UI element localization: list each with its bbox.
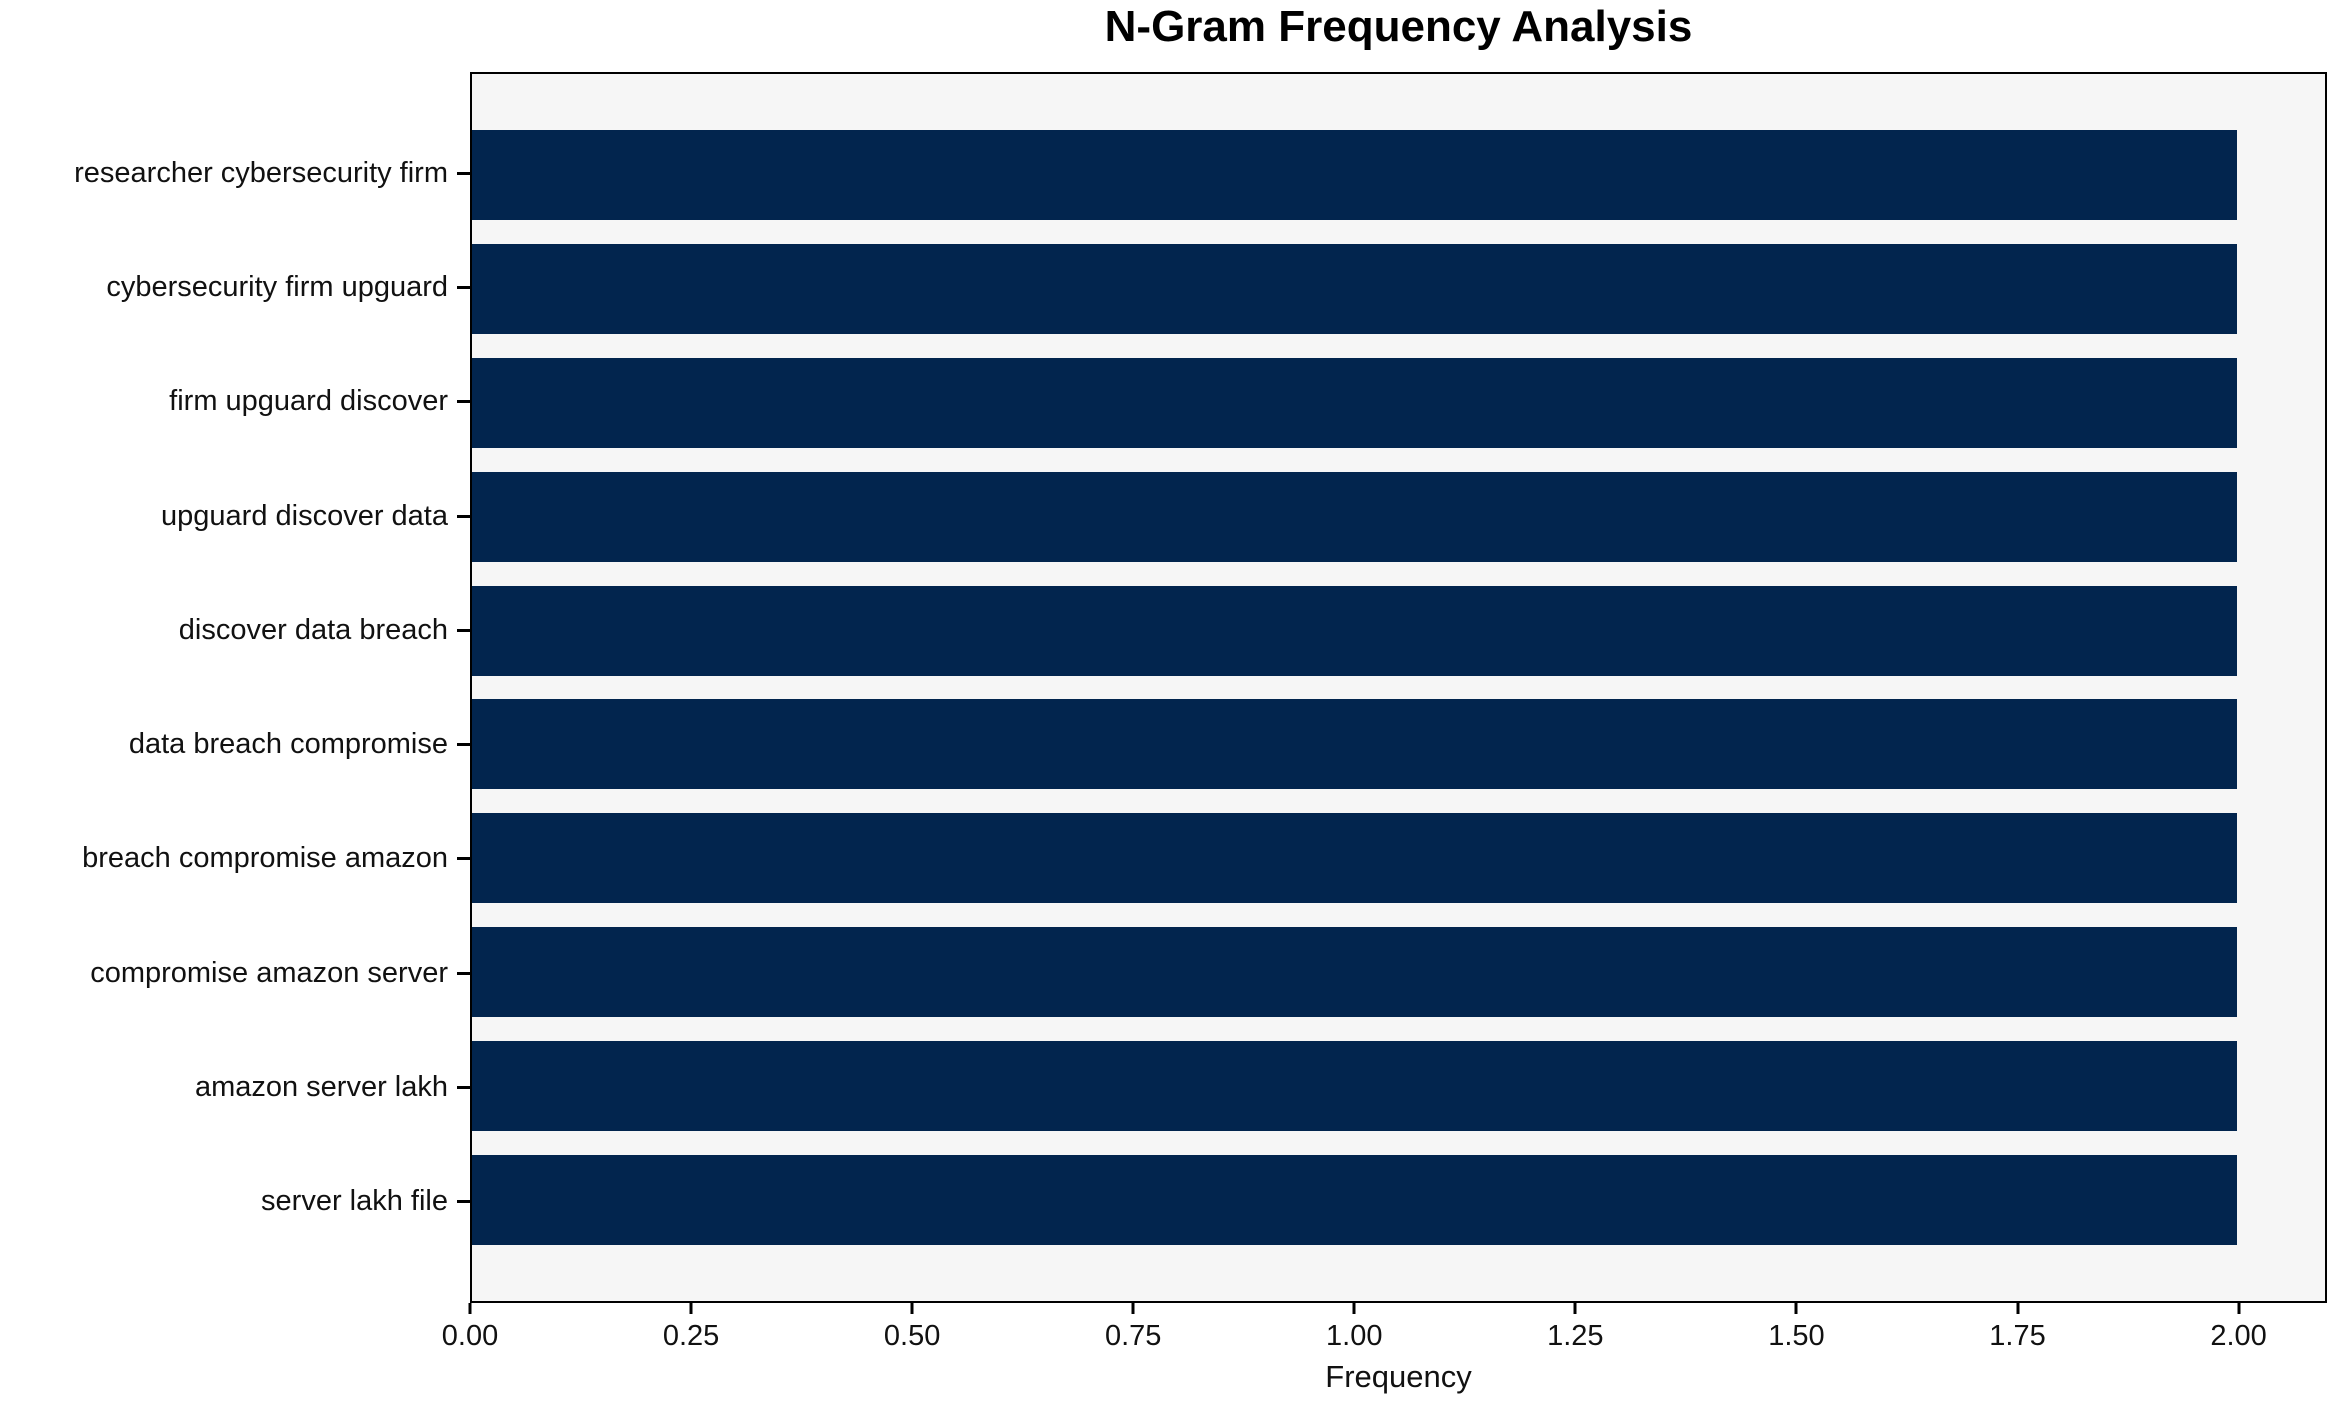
x-tick-label: 1.00 [1326, 1320, 1383, 1352]
y-tick-label: amazon server lakh [194, 1071, 448, 1104]
y-tick-mark [457, 514, 470, 518]
bar [472, 927, 2237, 1018]
x-axis: 0.00 0.25 0.50 0.75 1.00 1.25 1.50 1.75 2.00 [442, 1303, 2327, 1363]
x-tick-label: 0.00 [441, 1320, 499, 1352]
bar [472, 699, 2237, 790]
x-axis-label: Frequency [1325, 1359, 1472, 1394]
y-tick-label: firm upguard discover [169, 385, 448, 418]
y-tick-label: cybersecurity firm upguard [106, 270, 448, 303]
bar-row [472, 1029, 2325, 1143]
y-tick-label: breach compromise amazon [82, 842, 448, 875]
x-tick-mark [1352, 1303, 1356, 1314]
y-tick-label: upguard discover data [161, 499, 448, 532]
x-tick-label: 1.75 [1989, 1320, 2046, 1352]
x-tick-mark [689, 1303, 693, 1314]
y-tick-mark [457, 285, 470, 289]
x-tick-mark [1573, 1303, 1577, 1314]
bar-row [472, 801, 2325, 915]
bar-row [472, 1143, 2325, 1257]
y-tick-row: data breach compromise [0, 687, 470, 801]
x-tick-mark [1131, 1303, 1135, 1314]
y-tick-row: discover data breach [0, 573, 470, 687]
y-tick-mark [457, 171, 470, 175]
y-tick-mark [457, 628, 470, 632]
y-axis: researcher cybersecurity firm cybersecuri… [0, 72, 470, 1303]
x-tick-mark [2237, 1303, 2241, 1314]
bar [472, 357, 2237, 448]
y-tick-row: upguard discover data [0, 459, 470, 573]
y-tick-mark [457, 857, 470, 861]
bar [472, 243, 2237, 334]
bar-row [472, 688, 2325, 802]
y-tick-mark [457, 1086, 470, 1090]
bar-row [472, 346, 2325, 460]
x-tick-mark [2016, 1303, 2019, 1314]
y-tick-mark [457, 1200, 470, 1204]
y-tick-label: compromise amazon server [90, 956, 448, 989]
x-tick-mark [1794, 1303, 1798, 1314]
x-tick-mark [468, 1303, 472, 1314]
bar [472, 129, 2237, 220]
x-tick-mark [910, 1303, 914, 1314]
bar-row [472, 232, 2325, 346]
y-tick-row: amazon server lakh [0, 1030, 470, 1144]
y-tick-label: discover data breach [178, 613, 448, 646]
bar-row [472, 574, 2325, 688]
x-tick-label: 1.50 [1768, 1320, 1825, 1352]
y-tick-label: researcher cybersecurity firm [74, 156, 448, 189]
x-tick-label: 0.25 [662, 1320, 720, 1352]
x-tick-label: 0.75 [1104, 1320, 1162, 1352]
y-tick-mark [457, 400, 470, 404]
y-tick-row: researcher cybersecurity firm [0, 116, 470, 230]
bar-row [472, 915, 2325, 1029]
bar-row [472, 460, 2325, 574]
bar [472, 1041, 2237, 1132]
bar [472, 1155, 2237, 1246]
y-tick-mark [457, 743, 470, 747]
chart-title: N-Gram Frequency Analysis [1104, 2, 1693, 51]
y-tick-mark [457, 971, 470, 975]
bar-row [472, 118, 2325, 232]
bar [472, 813, 2237, 904]
x-tick-label: 2.00 [2210, 1320, 2267, 1352]
x-tick-label: 0.50 [883, 1320, 941, 1352]
bars [472, 74, 2325, 1301]
plot-area [470, 72, 2327, 1303]
y-tick-row: breach compromise amazon [0, 802, 470, 916]
y-tick-label: server lakh file [261, 1185, 448, 1218]
y-tick-row: compromise amazon server [0, 916, 470, 1030]
y-tick-row: firm upguard discover [0, 345, 470, 459]
y-tick-row: server lakh file [0, 1145, 470, 1259]
bar [472, 471, 2237, 562]
y-tick-row: cybersecurity firm upguard [0, 230, 470, 344]
bar [472, 585, 2237, 676]
x-tick-label: 1.25 [1547, 1320, 1604, 1352]
y-tick-label: data breach compromise [128, 728, 448, 761]
